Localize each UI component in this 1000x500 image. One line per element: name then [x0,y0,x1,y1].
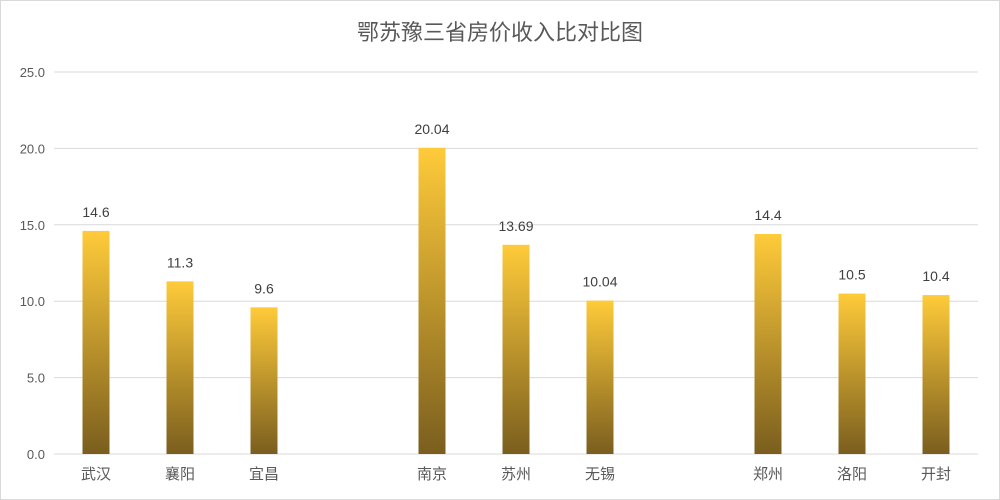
x-tick-label: 无锡 [585,466,615,483]
data-label: 11.3 [167,254,193,270]
bar [502,244,530,454]
data-label: 13.69 [498,218,533,234]
x-tick-label: 苏州 [501,466,531,483]
data-label: 10.04 [582,274,617,290]
bar [838,293,866,454]
x-tick-label: 郑州 [753,466,783,483]
data-label: 10.4 [922,268,949,284]
y-tick-label: 10.0 [20,294,45,309]
chart-title: 鄂苏豫三省房价收入比对比图 [356,21,643,46]
y-tick-label: 20.0 [20,141,45,156]
x-tick-label: 襄阳 [165,466,195,483]
bar [418,147,446,454]
data-label: 14.6 [82,204,109,220]
y-tick-label: 0.0 [27,447,45,462]
x-tick-label: 南京 [417,466,447,483]
bar [586,300,614,454]
y-tick-label: 15.0 [20,218,45,233]
x-tick-label: 洛阳 [837,466,867,483]
x-tick-label: 宜昌 [249,466,279,483]
bar [754,233,782,454]
bar [82,230,110,454]
data-label: 10.5 [838,267,865,283]
bar [250,307,278,454]
data-label: 20.04 [414,121,449,137]
y-tick-label: 5.0 [27,371,45,386]
x-tick-label: 开封 [921,466,951,483]
y-tick-label: 25.0 [20,65,45,80]
data-label: 9.6 [254,280,274,296]
x-tick-label: 武汉 [81,466,111,483]
data-label: 14.4 [754,207,781,223]
bar [166,281,194,454]
bar [922,295,950,454]
